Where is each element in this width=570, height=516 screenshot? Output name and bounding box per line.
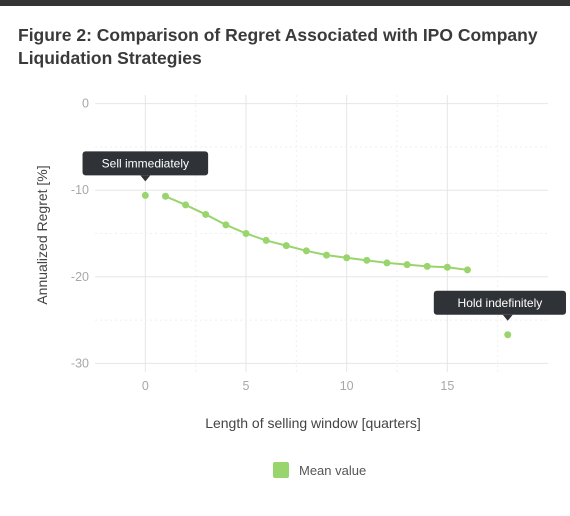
callouts: Sell immediately Hold indefinitely — [82, 151, 566, 321]
y-axis-title: Annualized Regret [%] — [34, 165, 50, 304]
data-point[interactable] — [282, 242, 290, 250]
data-point[interactable] — [403, 261, 411, 269]
callout-box — [433, 290, 566, 315]
callout-box — [82, 151, 209, 176]
data-point[interactable] — [222, 221, 230, 229]
data-point[interactable] — [302, 247, 310, 255]
data-point[interactable] — [182, 201, 190, 209]
legend-label: Mean value — [299, 463, 366, 478]
y-tick-label: -20 — [71, 270, 89, 284]
data-point[interactable] — [463, 266, 471, 274]
callout-label: Hold indefinitely — [458, 296, 543, 310]
x-tick-label: 5 — [243, 379, 250, 393]
data-point[interactable] — [443, 263, 451, 271]
data-point[interactable] — [423, 262, 431, 270]
data-point[interactable] — [504, 331, 512, 339]
x-tick-label: 10 — [340, 379, 354, 393]
data-point[interactable] — [323, 251, 331, 259]
x-tick-labels: 0 5 10 15 — [142, 379, 454, 393]
data-point[interactable] — [141, 191, 149, 199]
callout-label: Sell immediately — [102, 156, 189, 170]
callout-pointer — [502, 314, 513, 321]
grid-lines — [95, 95, 548, 372]
callout-pointer — [140, 175, 151, 182]
data-point[interactable] — [202, 210, 210, 218]
x-tick-label: 0 — [142, 379, 149, 393]
x-tick-label: 15 — [440, 379, 454, 393]
y-tick-labels: 0 -10 -20 -30 — [71, 97, 89, 371]
y-tick-label: -10 — [71, 183, 89, 197]
series-line — [165, 195, 468, 271]
y-tick-label: -30 — [71, 356, 89, 370]
data-point[interactable] — [363, 256, 371, 264]
legend-swatch — [273, 462, 289, 478]
series-mean-value — [141, 191, 512, 339]
data-point[interactable] — [242, 230, 250, 237]
data-point[interactable] — [262, 236, 270, 244]
chart-title: Figure 2: Comparison of Regret Associate… — [18, 25, 538, 68]
data-point[interactable] — [383, 259, 391, 267]
x-axis-title: Length of selling window [quarters] — [205, 415, 421, 431]
top-bar — [0, 0, 570, 6]
y-tick-label: 0 — [82, 97, 89, 111]
data-point[interactable] — [161, 192, 169, 200]
legend[interactable]: Mean value — [273, 462, 366, 478]
data-point[interactable] — [343, 254, 351, 262]
